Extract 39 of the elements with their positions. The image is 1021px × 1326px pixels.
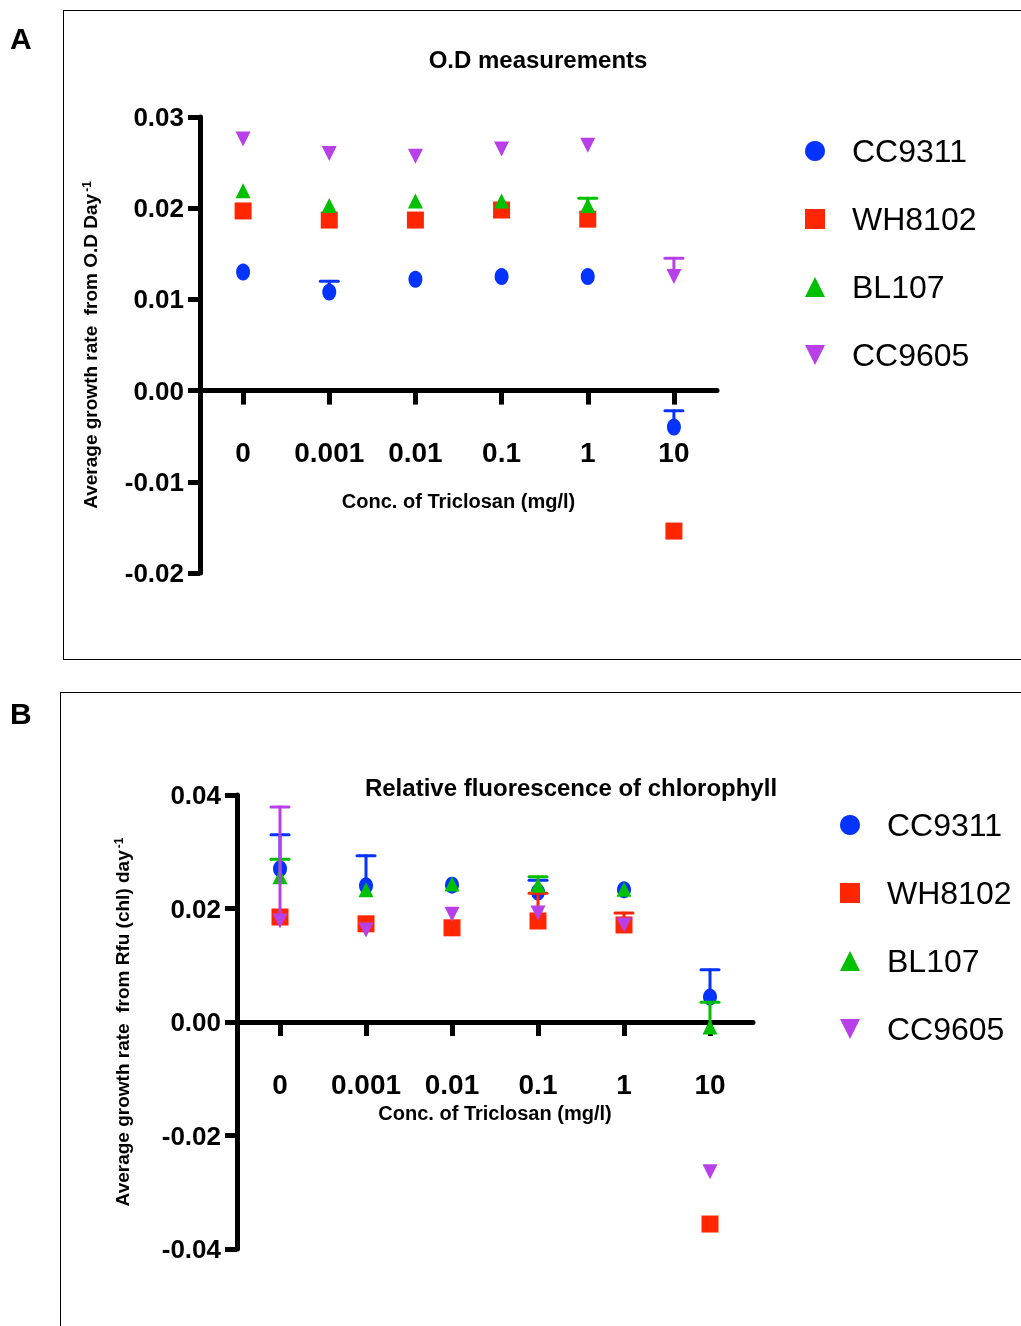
legend-label: CC9311 — [887, 807, 1003, 843]
chart-title: Relative fluorescence of chlorophyll — [364, 773, 778, 801]
x-tick-label: 0.1 — [518, 1068, 558, 1100]
x-tick-label: 0.01 — [388, 437, 443, 469]
x-tick-label: 0.001 — [330, 1068, 402, 1100]
x-tick-label: 0.1 — [482, 437, 522, 469]
x-axis-title: Conc. of Triclosan (mg/l) — [378, 1101, 612, 1124]
y-tick-label: -0.01 — [124, 466, 184, 497]
y-tick-label: 0.04 — [170, 780, 222, 810]
y-tick-label: 0.03 — [133, 102, 184, 132]
x-tick-label: 1 — [616, 1068, 632, 1100]
x-tick-label: 0 — [272, 1068, 288, 1100]
chart-title: O.D measurements — [428, 45, 648, 73]
y-tick-label: 0.02 — [133, 193, 184, 224]
y-tick-label: -0.04 — [161, 1234, 222, 1264]
y-axis-title: Average growth rate from O.D Day-1 — [80, 180, 101, 509]
x-tick-label: 1 — [579, 437, 596, 469]
y-tick-label: -0.02 — [124, 558, 184, 588]
text: B — [10, 697, 32, 731]
legend-label: BL107 — [887, 943, 980, 979]
text: A — [10, 22, 32, 56]
x-axis-title: Conc. of Triclosan (mg/l) — [341, 489, 576, 512]
legend-label: BL107 — [852, 269, 945, 305]
y-tick-label: 0.01 — [133, 284, 184, 315]
legend-label: CC9605 — [852, 337, 970, 373]
y-axis-title: Average growth rate from Rfu (chl) day-1 — [112, 837, 133, 1207]
x-tick-label: 0.001 — [294, 437, 365, 469]
y-tick-label: 0.00 — [170, 1007, 221, 1037]
y-tick-label: 0.02 — [170, 893, 221, 924]
legend-label: CC9605 — [887, 1011, 1005, 1047]
legend-label: WH8102 — [852, 201, 977, 237]
legend-label: WH8102 — [887, 875, 1012, 911]
x-tick-label: 0.01 — [424, 1068, 480, 1100]
y-tick-label: 0.00 — [133, 375, 184, 406]
x-tick-label: 0 — [235, 437, 251, 469]
x-tick-label: 10 — [694, 1068, 726, 1100]
y-tick-label: -0.02 — [161, 1120, 221, 1151]
legend-label: CC9311 — [852, 133, 968, 169]
x-tick-label: 10 — [658, 437, 690, 469]
